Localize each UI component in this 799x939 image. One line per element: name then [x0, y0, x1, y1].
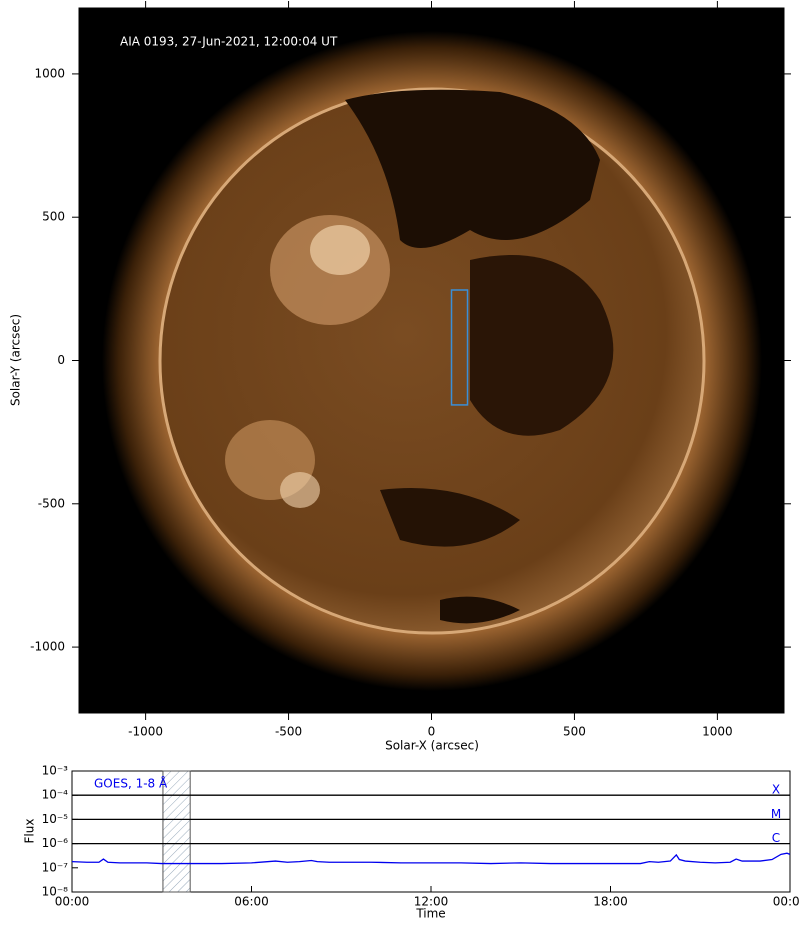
x-tick-label: 06:00 [234, 895, 269, 909]
x-tick-label: 0 [428, 725, 436, 739]
image-annotation: AIA 0193, 27-Jun-2021, 12:00:04 UT [120, 35, 338, 49]
y-tick-label: 10⁻³ [42, 764, 69, 778]
field-of-view-box [450, 289, 469, 406]
legend-label: GOES, 1-8 Å [94, 776, 168, 791]
y-tick-label: -500 [38, 496, 65, 510]
x-tick-label: -500 [275, 725, 302, 739]
x-tick-label: 18:00 [593, 895, 628, 909]
y-axis-label: Flux [23, 819, 37, 844]
x-tick-label: 500 [563, 725, 586, 739]
y-tick-label: 500 [42, 210, 65, 224]
flux-line [71, 852, 791, 865]
y-tick-label: 1000 [34, 66, 65, 80]
solar-image [79, 8, 784, 713]
x-tick-label: -1000 [128, 725, 163, 739]
y-tick-label: -1000 [30, 640, 65, 654]
y-tick-label: 10⁻⁷ [42, 860, 69, 874]
x-tick-label: 00:00 [55, 895, 90, 909]
flare-class-label: C [772, 831, 780, 845]
x-tick-label: 00:00 [773, 895, 799, 909]
y-axis-label: Solar-Y (arcsec) [9, 314, 23, 406]
x-axis-label: Solar-X (arcsec) [385, 739, 479, 753]
y-tick-label: 0 [57, 353, 65, 367]
x-tick-label: 12:00 [414, 895, 449, 909]
flare-class-label: M [771, 807, 781, 821]
time-highlight [162, 770, 191, 893]
y-tick-label: 10⁻⁵ [42, 812, 69, 826]
y-tick-label: 10⁻⁶ [42, 836, 69, 850]
x-tick-label: 1000 [702, 725, 733, 739]
flare-class-label: X [772, 783, 780, 797]
x-axis-label: Time [415, 907, 445, 921]
y-tick-label: 10⁻⁸ [42, 885, 69, 899]
y-tick-label: 10⁻⁴ [42, 788, 69, 802]
